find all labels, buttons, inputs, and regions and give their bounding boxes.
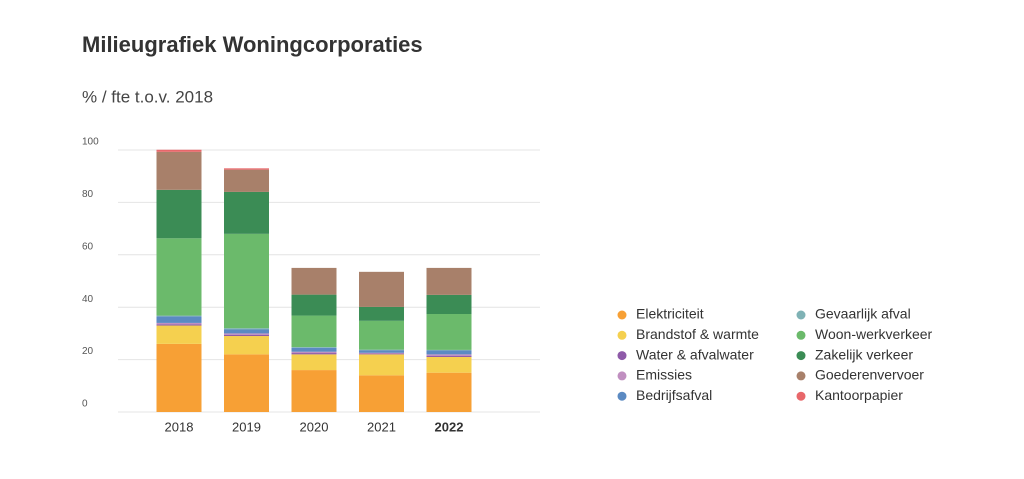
bar-segment [426,314,472,350]
bar-segment [426,267,472,295]
bar-segment [224,333,269,335]
legend-marker [796,371,806,381]
legend-marker [796,310,806,320]
bar-segment [291,347,337,348]
y-tick-label: 20 [82,346,94,357]
legend-label: Emissies [636,367,692,383]
bar-segment [156,324,202,326]
y-tick-label: 0 [82,399,88,410]
chart-title: Milieugrafiek Woningcorporaties [82,32,423,57]
bar-segment [224,354,269,412]
legend-label: Woon-werkverkeer [815,326,933,342]
bar-segment [359,354,404,376]
bar-segment [291,353,337,355]
bar-segment [291,267,337,295]
bar-segment [156,238,202,316]
bar-segment [359,352,404,354]
legend-marker [796,351,806,361]
x-tick-label: 2018 [165,419,194,434]
y-tick-label: 60 [82,241,94,252]
legend-marker [796,330,806,340]
legend-marker [617,391,627,401]
bar-segment [426,354,472,356]
legend-label: Bedrijfsafval [636,387,712,403]
bar-segment [426,372,472,412]
bar-segment [359,353,404,355]
bar-segment [426,349,472,351]
chart-subtitle: % / fte t.o.v. 2018 [82,87,213,106]
bar-segment [224,329,269,334]
x-tick-label: 2019 [232,419,261,434]
bar-segment [426,356,472,373]
bar-segment [359,271,404,307]
bar-segment [224,336,269,355]
bar-segment [291,351,337,354]
bar-segment [156,315,202,317]
legend-label: Elektriciteit [636,306,704,322]
bar-segment [359,375,404,412]
bar-segment [156,322,202,325]
bar-segment [291,315,337,348]
bar-segment [156,316,202,323]
legend-label: Water & afvalwater [636,346,754,362]
legend-label: Goederenvervoer [815,367,924,383]
x-tick-label: 2022 [435,419,464,434]
bar-segment [224,191,269,234]
bar-segment [291,354,337,371]
legend-label: Zakelijk verkeer [815,346,913,362]
bar-segment [156,189,202,239]
bar-segment [426,355,472,357]
bar-segment [156,325,202,344]
bar-segment [291,294,337,316]
bar-segment [359,320,404,350]
legend-marker [617,371,627,381]
bar-segment [291,347,337,352]
bar-segment [224,168,269,170]
bar-segment [156,343,202,412]
legend-label: Kantoorpapier [815,387,903,403]
bar-segment [426,350,472,355]
y-tick-label: 100 [82,137,99,148]
bar-segment [359,306,404,321]
legend-marker [617,310,627,320]
bar-segment [224,334,269,337]
x-tick-label: 2021 [367,419,396,434]
legend-label: Brandstof & warmte [636,326,759,342]
y-tick-label: 40 [82,294,94,305]
legend-marker [617,351,627,361]
bar-segment [359,350,404,353]
legend-marker [617,330,627,340]
bar-segment [156,149,202,152]
bar-segment [224,328,269,330]
y-tick-label: 80 [82,189,94,200]
bar-segment [359,349,404,351]
bar-segment [426,294,472,315]
bar-segment [291,370,337,412]
bar-segment [224,233,269,329]
legend-label: Gevaarlijk afval [815,306,911,322]
legend-marker [796,391,806,401]
bar-segment [224,169,269,192]
x-tick-label: 2020 [300,419,329,434]
bar-segment [156,151,202,190]
